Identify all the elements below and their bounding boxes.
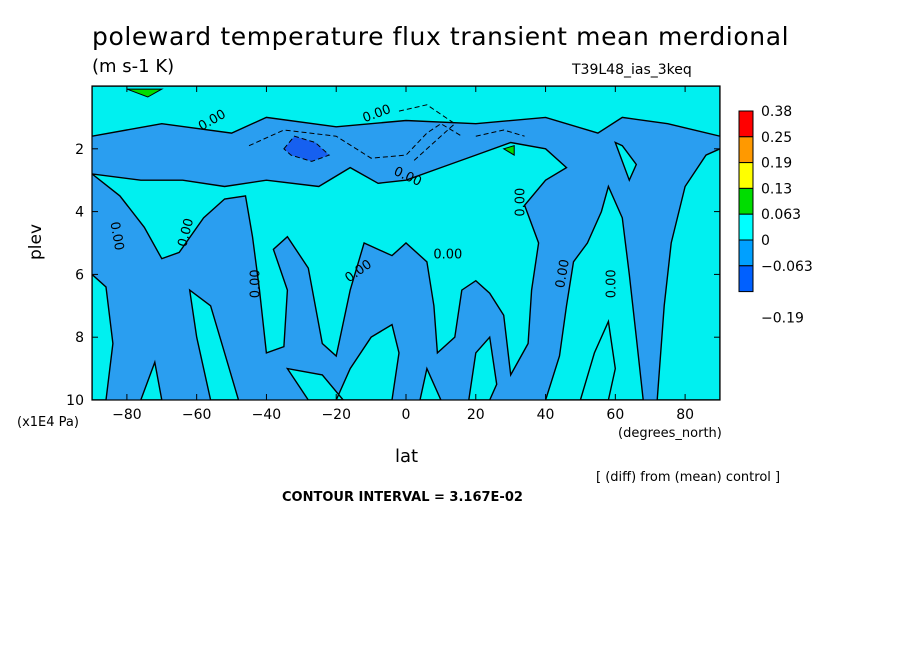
contour-labels: 0.00 0.000.000.000.000.00 0.000.000.000.00… [106, 102, 619, 298]
x-tick-label: −80 [112, 407, 142, 423]
contour-region-4 [140, 362, 162, 400]
contour-fills [92, 86, 720, 400]
contour-region-9 [545, 186, 644, 400]
contour-line-10 [579, 319, 617, 400]
contour-line-6 [335, 323, 400, 400]
x-axis-label: lat [395, 446, 419, 467]
colorbar: 0.38 0.25 0.19 0.13 0.063 0 −0.063 −0.19 [738, 104, 813, 326]
colorbar-label: −0.19 [761, 310, 804, 326]
contour-line-12 [614, 141, 638, 183]
contour-line-8 [468, 335, 498, 400]
colorbar-label: 0.38 [761, 104, 792, 120]
contour-label: 0.00 [175, 217, 197, 249]
contour-line-1 [92, 141, 568, 378]
contour-label: 0.00 [433, 248, 462, 263]
dashed-contour-2 [475, 129, 525, 137]
negative-core [283, 135, 331, 162]
x-tick-label: −20 [321, 407, 351, 423]
colorbar-swatch [738, 136, 754, 164]
contour-region-6 [336, 324, 399, 400]
y-axis-ticks: 2 4 6 8 10 [66, 142, 720, 409]
colorbar-label: 0.19 [761, 156, 792, 172]
x-tick-label: 80 [676, 407, 694, 423]
run-label: T39L48_ias_3keq [572, 62, 692, 78]
contour-label: 0.00 [248, 269, 263, 298]
contour-region-8 [468, 337, 497, 400]
contour-region-12 [615, 142, 637, 181]
contour-region-5 [287, 368, 344, 400]
chart-title: poleward temperature flux transient mean… [92, 22, 790, 51]
colorbar-label: −0.063 [761, 259, 813, 275]
dashed-contour-1 [398, 104, 456, 162]
x-tick-label: 0 [402, 407, 411, 423]
contour-label: 0.00 [604, 269, 619, 298]
contour-region-10 [580, 321, 616, 400]
x-tick-label: 40 [537, 407, 555, 423]
colorbar-label: 0.13 [761, 181, 792, 197]
contour-interval: CONTOUR INTERVAL = 3.167E-02 [282, 490, 523, 505]
y-tick-label: 10 [66, 393, 84, 409]
contour-label: 0.00 [553, 258, 573, 289]
colorbar-swatch [738, 187, 754, 215]
footer-note: [ (diff) from (mean) control ] [596, 470, 781, 485]
contour-line-4 [140, 359, 163, 400]
y-tick-label: 6 [75, 267, 84, 283]
positive-patch-0 [126, 88, 164, 98]
contour-region-3 [189, 290, 239, 400]
contour-label: 0.00 [514, 188, 529, 217]
colorbar-label: 0.063 [761, 207, 801, 223]
x-tick-label: 20 [467, 407, 485, 423]
dashed-contour-0 [248, 123, 463, 159]
colorbar-swatch [738, 265, 754, 293]
contour-line-11 [656, 148, 720, 400]
colorbar-swatch [738, 162, 754, 189]
contour-line-3 [188, 288, 240, 400]
contour-lines [92, 86, 720, 400]
contour-region-0 [92, 86, 720, 137]
colorbar-swatch [738, 239, 754, 267]
contour-line-0 [92, 86, 720, 137]
x-axis-ticks: −80 −60 −40 −20 0 20 40 60 80 [112, 86, 694, 423]
y-tick-label: 8 [75, 330, 84, 346]
contour-line-2 [92, 273, 114, 400]
y-tick-label: 2 [75, 142, 84, 158]
colorbar-label: 0 [761, 233, 770, 249]
x-tick-label: 60 [606, 407, 624, 423]
contour-line-7 [419, 366, 442, 400]
x-tick-label: −40 [252, 407, 282, 423]
y-tick-label: 4 [75, 205, 84, 221]
contour-region-11 [657, 148, 720, 400]
x-tick-label: −60 [182, 407, 212, 423]
contour-line-5 [285, 367, 345, 400]
contour-line-9 [544, 184, 644, 400]
colorbar-swatch [738, 110, 754, 138]
positive-patch-1 [502, 145, 515, 156]
colorbar-swatch [738, 213, 754, 241]
x-axis-units: (degrees_north) [618, 426, 722, 441]
contour-region-1 [92, 142, 567, 375]
contour-label: 0.00 [106, 221, 126, 252]
chart-units: (m s-1 K) [92, 56, 175, 77]
colorbar-label: 0.25 [761, 130, 792, 146]
y-axis-units: (x1E4 Pa) [17, 415, 79, 430]
